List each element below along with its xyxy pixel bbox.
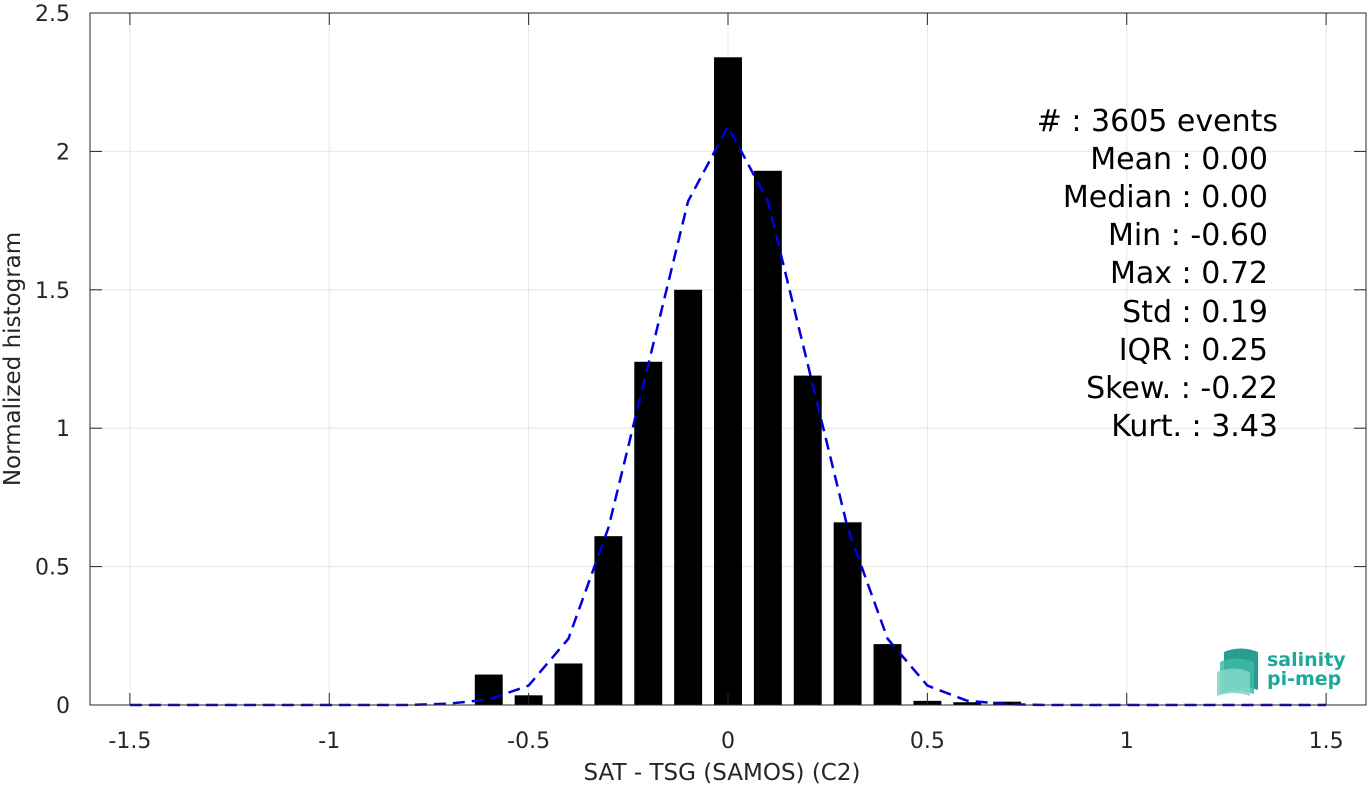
x-tick-label: 0.5 [910,729,945,754]
x-tick-label: 1.5 [1309,729,1344,754]
y-tick-label: 0.5 [35,556,70,581]
stat-std: Std : 0.19 [1122,295,1268,330]
stat-iqr: IQR : 0.25 [1119,333,1268,368]
logo-text-pi-mep: pi-mep [1267,668,1341,690]
y-axis-ticks: 0 0.5 1 1.5 2 2.5 [35,2,1366,719]
wave-logo-icon [1217,648,1258,696]
histogram-bar [554,663,583,705]
histogram-bar [714,57,742,705]
x-axis-ticks: -1.5 -1 -0.5 0 0.5 1 1.5 [108,13,1344,754]
histogram-bar [873,644,902,705]
stat-mean: Mean : 0.00 [1090,142,1268,177]
histogram-bar [634,361,663,705]
y-tick-label: 2.5 [35,2,70,27]
y-tick-label: 0 [56,694,70,719]
histogram-bars [474,57,1022,705]
stat-events: # : 3605 events [1037,104,1278,139]
y-tick-label: 1.5 [35,279,70,304]
logo-text-salinity: salinity [1267,649,1346,671]
histogram-bar [674,289,703,705]
y-tick-label: 1 [56,417,70,442]
x-tick-label: 0 [721,729,735,754]
x-axis-label: SAT - TSG (SAMOS) (C2) [584,760,861,785]
x-tick-label: -1 [318,729,340,754]
salinity-pi-mep-logo: salinity pi-mep [1217,648,1346,696]
stat-max: Max : 0.72 [1110,256,1268,291]
x-tick-label: 1 [1120,729,1134,754]
y-axis-label: Normalized histogram [0,232,26,486]
histogram-bar [793,375,822,705]
stat-skew: Skew. : -0.22 [1086,371,1278,406]
stats-box: # : 3605 events Mean : 0.00 Median : 0.0… [1037,104,1278,444]
histogram-bar [833,522,862,705]
stat-kurt: Kurt. : 3.43 [1111,409,1278,444]
histogram-bar [753,170,782,705]
stat-median: Median : 0.00 [1063,180,1268,215]
histogram-bar [594,536,623,705]
stat-min: Min : -0.60 [1108,218,1268,253]
x-tick-label: -0.5 [507,729,550,754]
y-tick-label: 2 [56,140,70,165]
histogram-bar [953,702,982,705]
x-tick-label: -1.5 [108,729,151,754]
histogram-bar [993,701,1022,705]
